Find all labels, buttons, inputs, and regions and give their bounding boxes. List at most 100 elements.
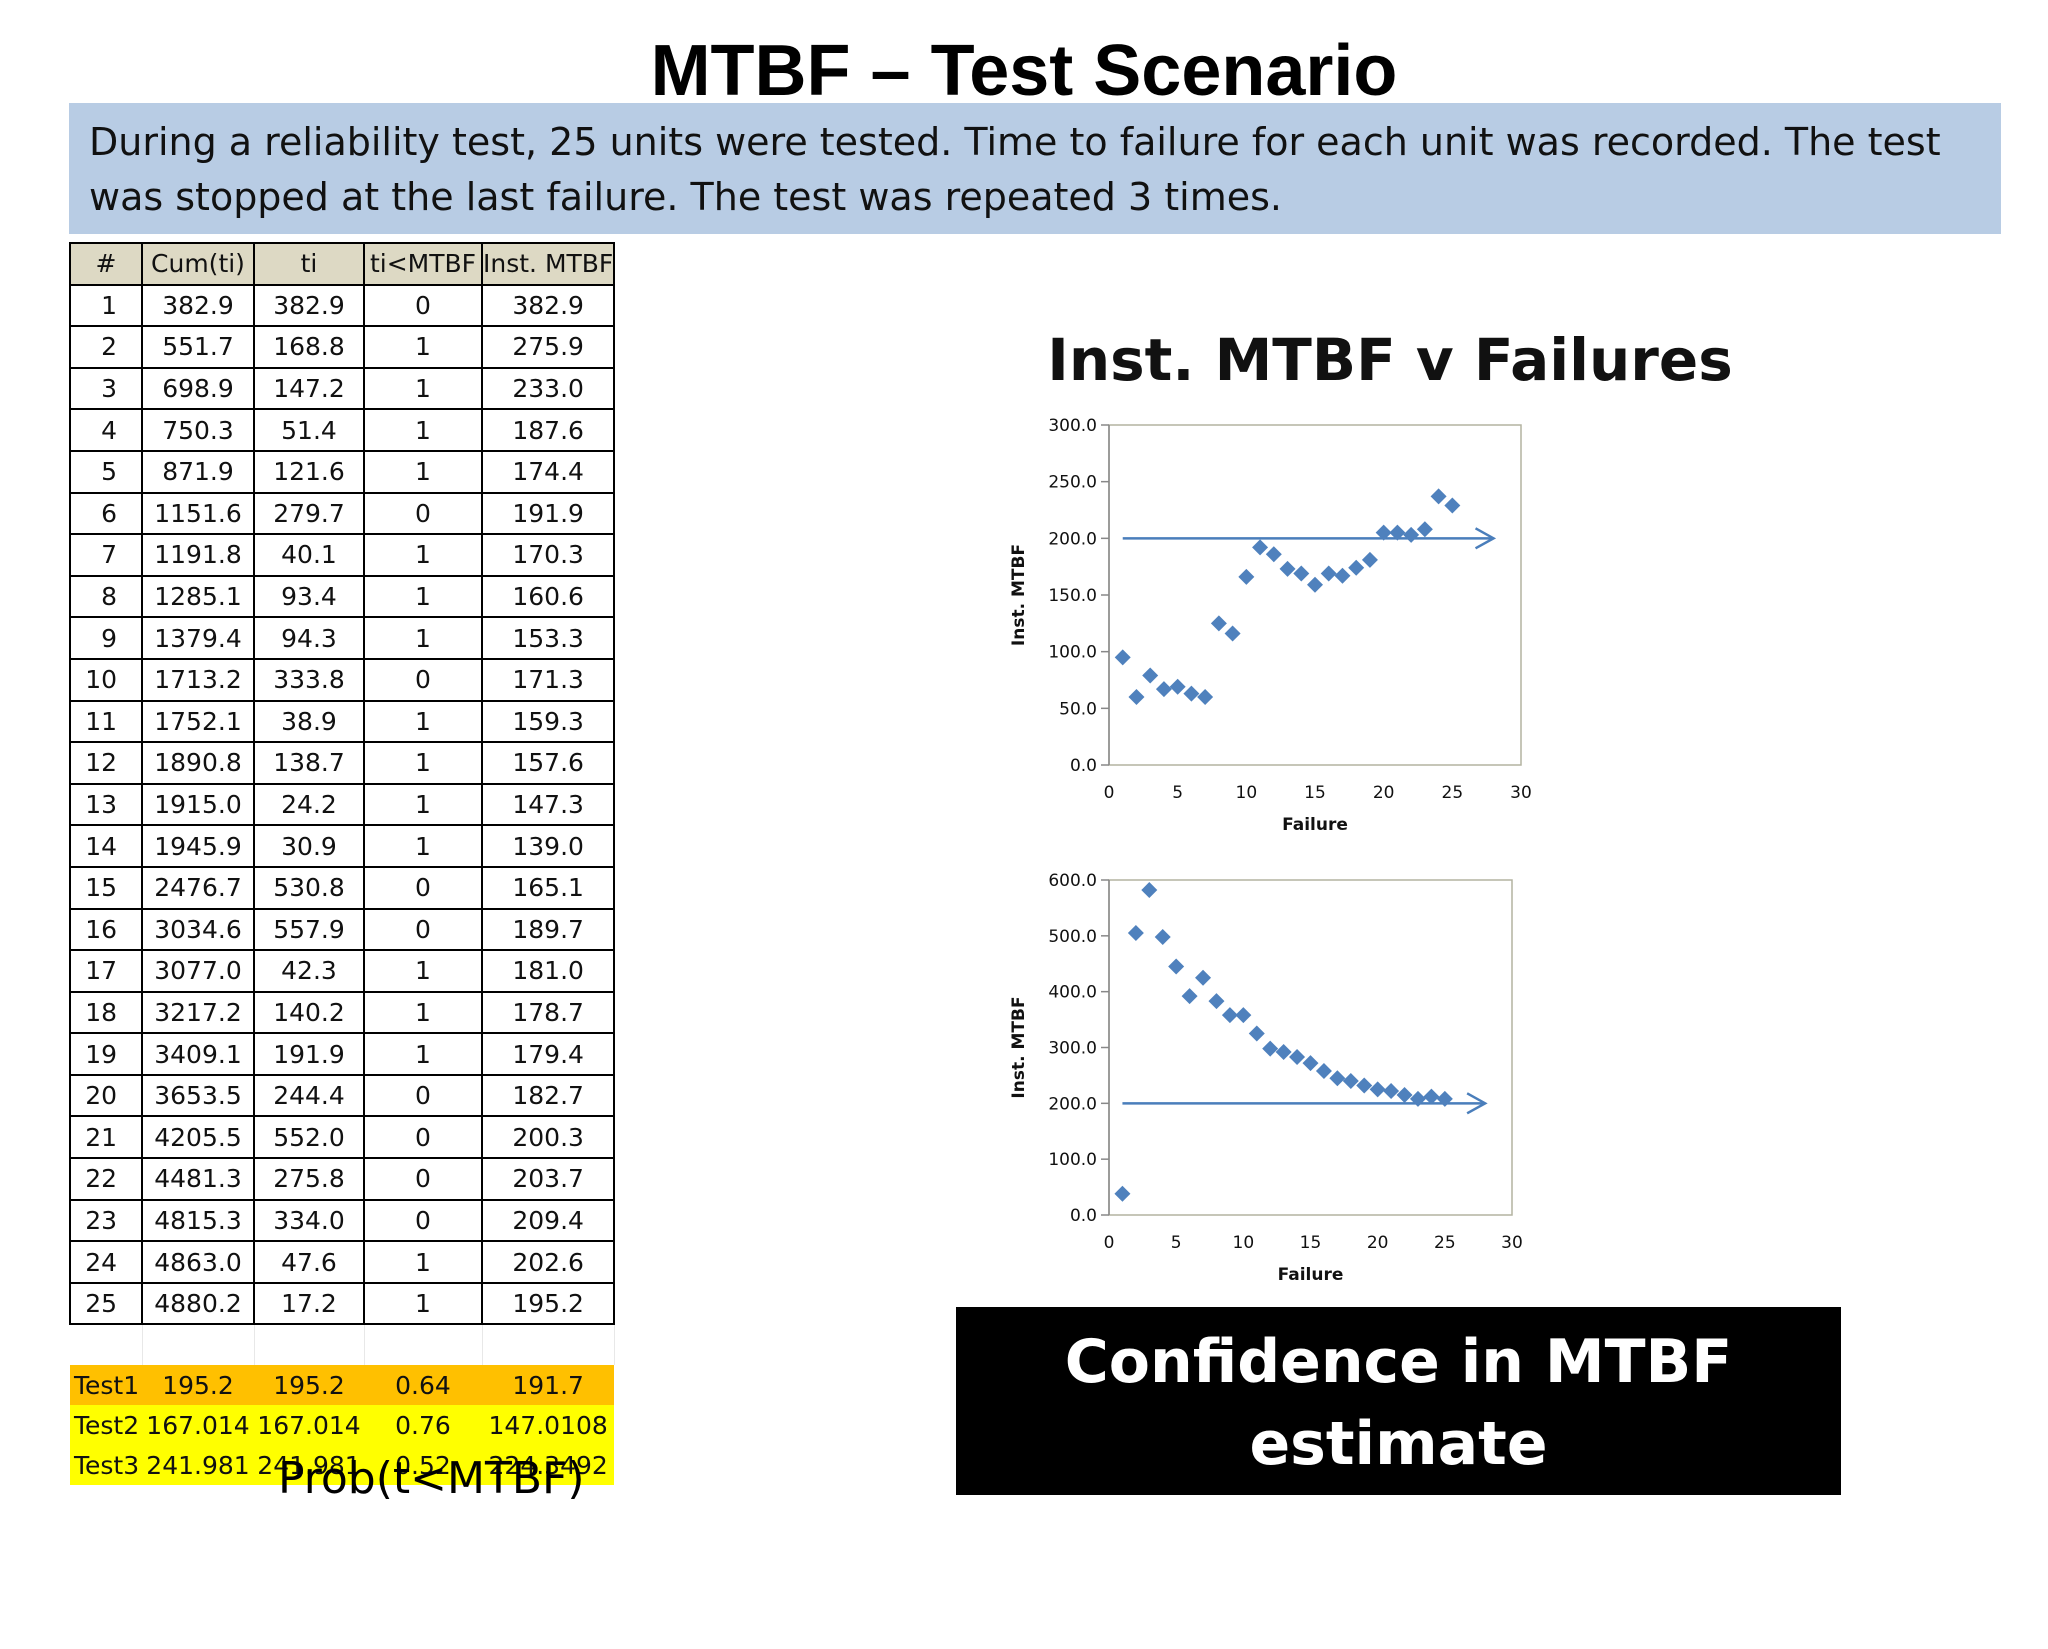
chart-test-1: 0.0 50.0 100.0 150.0 200.0 250.0 300.0 0 5 10 15 20… (1009, 416, 1532, 835)
reference-arrow-head (1466, 1092, 1488, 1115)
x-tick-label: 20 (1367, 1233, 1389, 1253)
table-cell: 187.6 (480, 408, 616, 452)
summary-cell: 147.0108 (482, 1405, 615, 1446)
summary-cell: 191.7 (482, 1365, 615, 1406)
table-cell: 1 (363, 449, 483, 494)
x-tick-label: 5 (1172, 783, 1183, 803)
x-tick-label: 30 (1510, 783, 1532, 803)
table-cell: 139.0 (480, 824, 616, 868)
table-cell: 1915.0 (141, 782, 255, 827)
x-tick-label: 25 (1434, 1233, 1456, 1253)
summary-cell: 241.981 (142, 1445, 254, 1486)
table-cell: 275.8 (253, 1157, 365, 1201)
table-cell: 1 (363, 699, 483, 744)
table-cell: 0 (363, 907, 483, 952)
y-tick-label: 200.0 (1048, 529, 1097, 549)
table-cell: 40.1 (253, 533, 365, 577)
data-point (1409, 1090, 1426, 1107)
summary-cell: 0.52 (364, 1445, 482, 1486)
data-point (1293, 565, 1310, 582)
table-cell: 233.0 (480, 366, 616, 411)
table-cell: 138.7 (253, 741, 365, 785)
table-cell: 382.9 (141, 283, 255, 328)
data-point (1235, 1007, 1252, 1024)
table-cell: 551.7 (141, 325, 255, 369)
table-row: 21 4205.5 552.0 0 200.3 (69, 1115, 616, 1160)
table-cell: 698.9 (141, 366, 255, 411)
prob-label: Prob(t<MTBF) (278, 1453, 585, 1504)
table-row: 9 1379.4 94.3 1 153.3 (69, 616, 616, 660)
table-cell: 93.4 (253, 574, 365, 619)
x-tick-label: 20 (1373, 783, 1395, 803)
table-cell: 750.3 (141, 408, 255, 452)
table-cell: 0 (363, 491, 483, 536)
table-cell: 195.2 (480, 1281, 616, 1326)
data-point (1348, 559, 1365, 576)
data-point (1142, 667, 1159, 684)
table-cell: 94.3 (253, 616, 365, 660)
table-cell: 42.3 (253, 949, 365, 993)
data-point (1315, 1062, 1332, 1079)
table-cell: 18 (69, 990, 143, 1035)
table-cell: 1285.1 (141, 574, 255, 619)
table-cell: 8 (69, 574, 143, 619)
data-point (1383, 1083, 1400, 1100)
x-tick-label: 15 (1304, 783, 1326, 803)
y-tick-label: 0.0 (1070, 756, 1097, 776)
summary-cell: 241.981 (254, 1445, 364, 1486)
table-cell: 189.7 (480, 907, 616, 952)
table-cell: 1 (363, 824, 483, 868)
table-cell: 4 (69, 408, 143, 452)
reference-arrow-head (1474, 527, 1497, 550)
table-row: 12 1890.8 138.7 1 157.6 (69, 741, 616, 785)
table-cell: 1 (363, 949, 483, 993)
table-cell: 203.7 (480, 1157, 616, 1201)
table-row: 7 1191.8 40.1 1 170.3 (69, 533, 616, 577)
x-axis-label: Failure (1278, 1265, 1344, 1285)
data-point (1262, 1040, 1279, 1057)
data-point (1210, 615, 1227, 632)
data-point (1221, 1007, 1238, 1024)
y-tick-label: 500.0 (1048, 927, 1097, 947)
summary-cell: 195.2 (254, 1365, 364, 1406)
y-tick-label: 0.0 (1070, 1206, 1097, 1226)
table-cell: 1945.9 (141, 824, 255, 868)
x-tick-label: 0 (1104, 783, 1115, 803)
table-cell: 147.3 (480, 782, 616, 827)
table-cell: 17 (69, 949, 143, 993)
column-header: ti (253, 242, 365, 286)
summary-cell: Test1 (70, 1365, 142, 1406)
table-cell: 3077.0 (141, 949, 255, 993)
data-point (1252, 539, 1269, 556)
table-cell: 2 (69, 325, 143, 369)
data-point (1279, 560, 1296, 577)
table-cell: 16 (69, 907, 143, 952)
table-row: 24 4863.0 47.6 1 202.6 (69, 1240, 616, 1284)
plot-area (1108, 879, 1513, 1216)
table-cell: 3 (69, 366, 143, 411)
table-cell: 1 (363, 1281, 483, 1326)
table-row: 25 4880.2 17.2 1 195.2 (69, 1281, 616, 1326)
table-row: 23 4815.3 334.0 0 209.4 (69, 1198, 616, 1243)
data-point (1114, 649, 1131, 666)
data-point (1307, 576, 1323, 593)
table-cell: 1 (69, 283, 143, 328)
table-cell: 1 (363, 616, 483, 660)
table-header-row: # Cum(ti) ti ti<MTBF Inst. MTBF (69, 242, 616, 286)
table-cell: 168.8 (253, 325, 365, 369)
table-cell: 0 (363, 1157, 483, 1201)
table-cell: 4481.3 (141, 1157, 255, 1201)
table-cell: 382.9 (253, 283, 365, 328)
data-point (1224, 625, 1241, 642)
table-cell: 1 (363, 533, 483, 577)
data-point (1169, 678, 1186, 695)
data-point (1155, 681, 1172, 698)
table-cell: 159.3 (480, 699, 616, 744)
table-cell: 1890.8 (141, 741, 255, 785)
table-cell: 15 (69, 865, 143, 910)
table-cell: 3034.6 (141, 907, 255, 952)
table-cell: 3653.5 (141, 1073, 255, 1118)
data-point (1114, 1185, 1131, 1202)
data-point (1356, 1077, 1373, 1094)
x-tick-label: 15 (1300, 1233, 1322, 1253)
